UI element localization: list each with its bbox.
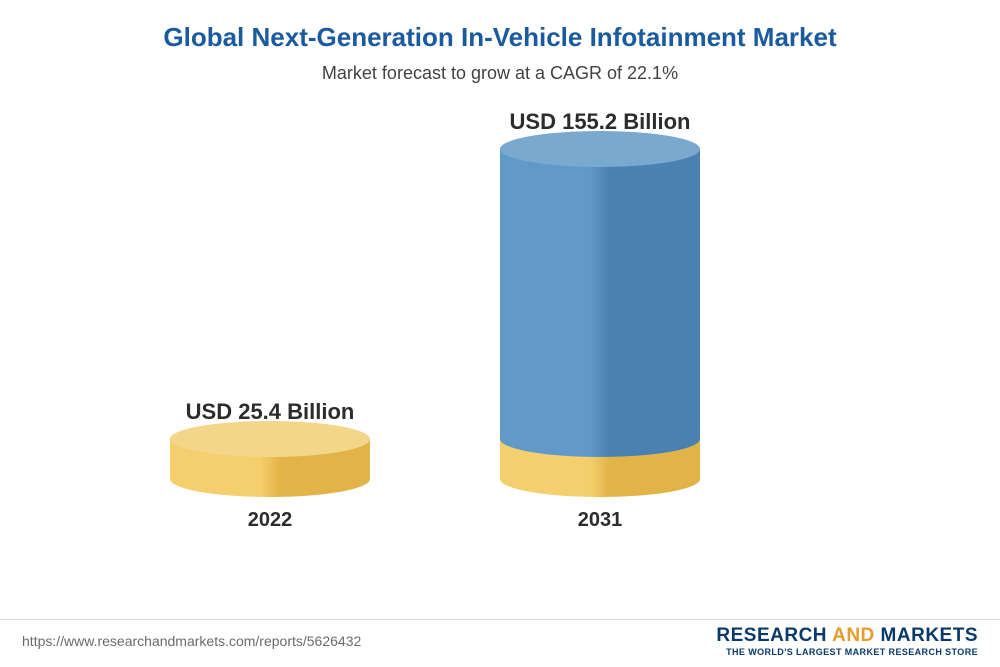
cylinder-2031 [500,149,700,479]
footer: https://www.researchandmarkets.com/repor… [0,619,1000,667]
logo-tagline: THE WORLD'S LARGEST MARKET RESEARCH STOR… [716,647,978,657]
chart-area: USD 25.4 Billion 2022 USD 155.2 Billion … [0,92,1000,572]
logo-word-research: RESEARCH [716,625,827,646]
source-url: https://www.researchandmarkets.com/repor… [22,633,361,649]
brand-logo: RESEARCH AND MARKETS THE WORLD'S LARGEST… [716,625,978,657]
year-label-2022: 2022 [248,509,293,532]
logo-word-and: AND [832,625,875,646]
cylinder-2022 [170,439,370,479]
chart-title: Global Next-Generation In-Vehicle Infota… [0,0,1000,53]
bar-2031: USD 155.2 Billion 2031 [500,109,700,532]
logo-word-markets: MARKETS [881,625,978,646]
logo-text: RESEARCH AND MARKETS [716,625,978,647]
year-label-2031: 2031 [578,509,623,532]
bar-2022: USD 25.4 Billion 2022 [170,399,370,532]
chart-subtitle: Market forecast to grow at a CAGR of 22.… [0,53,1000,84]
